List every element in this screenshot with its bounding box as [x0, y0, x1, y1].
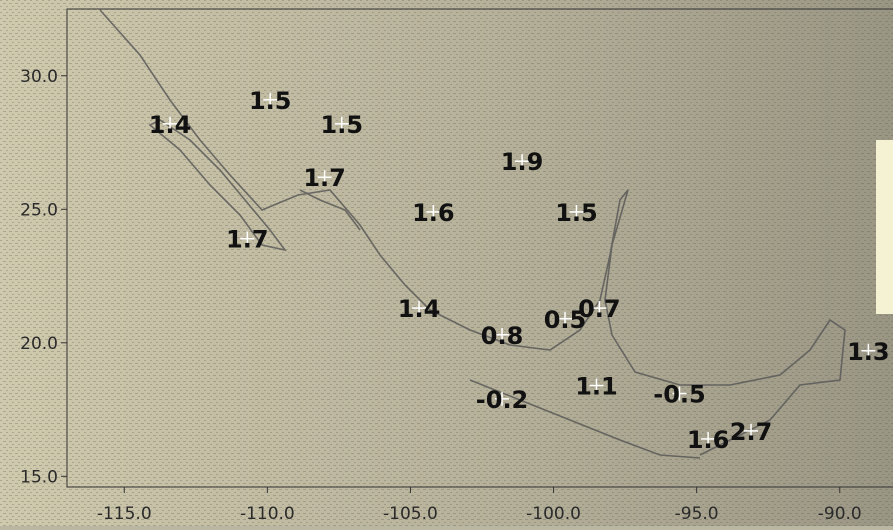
station-value-label: 1.4 [149, 111, 192, 139]
station-value-label: 1.5 [249, 87, 292, 115]
station: 1.1 [575, 373, 618, 401]
y-tick-label: 25.0 [20, 200, 58, 220]
station: 0.5 [544, 306, 587, 334]
x-tick-label: -105.0 [383, 504, 438, 524]
station-value-label: 2.7 [730, 418, 773, 446]
station: 1.6 [412, 199, 455, 227]
x-tick-label: -90.0 [818, 504, 862, 524]
station-value-label: 1.6 [687, 426, 730, 454]
station-value-label: 1.4 [398, 295, 441, 323]
station: 1.4 [398, 295, 441, 323]
station: -0.5 [653, 381, 705, 409]
station-value-label: 1.3 [847, 338, 890, 366]
station: 1.7 [226, 226, 269, 254]
station: 1.9 [501, 148, 544, 176]
station-labels: 1.4 1.5 1.5 1.7 1.7 1.6 1.9 1.5 1.4 0.8 0.70.5 -0.2… [149, 87, 890, 454]
station: -0.2 [476, 386, 528, 414]
station: 0.8 [481, 322, 524, 350]
y-tick-label: 15.0 [20, 467, 58, 487]
station: 1.5 [249, 87, 292, 115]
station-value-label: 1.7 [226, 226, 269, 254]
station-value-label: -0.5 [653, 381, 705, 409]
y-tick-label: 30.0 [20, 67, 58, 87]
station-value-label: 0.7 [578, 295, 621, 323]
station-value-label: 0.5 [544, 306, 587, 334]
plot-frame [66, 8, 893, 488]
x-tick-label: -100.0 [526, 504, 581, 524]
station: 2.7 [730, 418, 773, 446]
station: 1.3 [847, 338, 890, 366]
y-axis: 30.0 25.0 20.0 15.0 [20, 67, 67, 487]
x-tick-label: -110.0 [240, 504, 295, 524]
station-value-label: 1.5 [321, 111, 364, 139]
station: 1.4 [149, 111, 192, 139]
y-tick-label: 20.0 [20, 334, 58, 354]
station: 1.7 [303, 164, 346, 192]
coastline [99, 9, 846, 459]
station-value-label: 1.6 [412, 199, 455, 227]
station-value-label: 0.8 [481, 322, 524, 350]
station: 0.7 [578, 295, 621, 323]
legend-panel [876, 140, 893, 314]
station-value-label: 1.9 [501, 148, 544, 176]
x-tick-label: -115.0 [97, 504, 152, 524]
x-axis: -115.0 -110.0 -105.0 -100.0 -95.0 -90.0 [97, 487, 862, 524]
station-value-label: 1.5 [555, 199, 598, 227]
station-value-label: -0.2 [476, 386, 528, 414]
x-tick-label: -95.0 [675, 504, 719, 524]
station-value-label: 1.7 [303, 164, 346, 192]
station: 1.5 [555, 199, 598, 227]
station-value-label: 1.1 [575, 373, 618, 401]
station: 1.5 [321, 111, 364, 139]
station: 1.6 [687, 426, 730, 454]
